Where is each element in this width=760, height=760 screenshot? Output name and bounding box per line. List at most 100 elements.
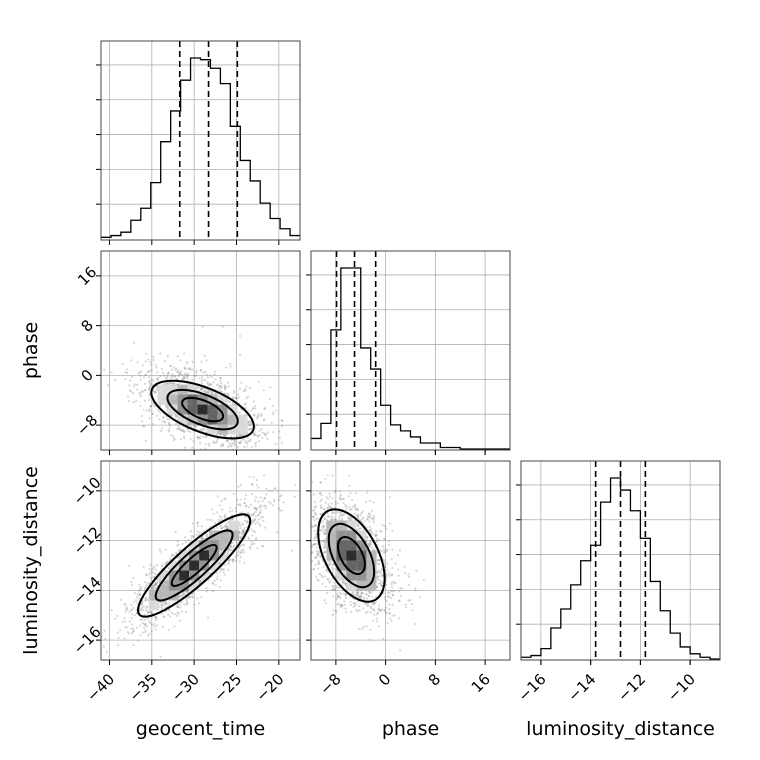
sample-point <box>148 369 152 373</box>
sample-point <box>249 427 253 430</box>
sample-point <box>219 567 222 570</box>
sample-point <box>144 596 147 600</box>
sample-point <box>244 388 247 391</box>
sample-point <box>203 354 206 357</box>
sample-point <box>232 558 235 562</box>
sample-point <box>167 423 171 426</box>
sample-point <box>328 492 331 495</box>
sample-point <box>233 391 236 395</box>
sample-point <box>331 569 335 572</box>
sample-point <box>154 583 157 586</box>
sample-point <box>153 390 156 393</box>
sample-point <box>141 600 144 603</box>
sample-point <box>202 427 205 430</box>
sample-point <box>240 440 243 443</box>
sample-point <box>311 560 314 563</box>
sample-point <box>258 511 261 514</box>
sample-point <box>371 517 374 521</box>
sample-point <box>319 504 322 507</box>
sample-point <box>360 627 364 631</box>
sample-point <box>144 373 147 376</box>
pair-content-1 <box>101 461 300 660</box>
sample-point <box>368 525 371 528</box>
sample-point <box>242 543 245 547</box>
sample-point <box>384 606 387 609</box>
sample-point <box>132 391 135 395</box>
sample-point <box>229 444 232 448</box>
sample-point <box>175 414 179 417</box>
sample-point <box>116 631 119 634</box>
sample-point <box>356 509 360 512</box>
sample-point <box>253 431 256 435</box>
sample-point <box>185 602 188 605</box>
sample-point <box>263 418 266 421</box>
sample-point <box>392 580 395 583</box>
sample-point <box>275 409 278 412</box>
sample-point <box>163 615 166 619</box>
sample-point <box>245 525 248 529</box>
sample-point <box>145 582 149 586</box>
sample-point <box>224 525 227 529</box>
sample-point <box>319 512 322 516</box>
contour-1-2 <box>170 543 218 587</box>
sample-point <box>381 544 384 548</box>
sample-point <box>323 551 326 554</box>
sample-point <box>206 391 209 394</box>
sample-point <box>213 370 217 373</box>
sample-point <box>262 504 266 508</box>
sample-point <box>141 390 144 393</box>
sample-point <box>249 513 253 516</box>
sample-point <box>239 441 242 444</box>
sample-point <box>315 555 319 558</box>
density-block <box>356 530 367 541</box>
sample-point <box>355 608 358 612</box>
sample-point <box>243 501 246 504</box>
sample-point <box>337 595 340 598</box>
sample-point <box>126 395 130 398</box>
sample-point <box>381 524 384 527</box>
hist-steps-phase <box>311 267 510 450</box>
sample-point <box>176 605 179 608</box>
sample-point <box>205 534 208 537</box>
sample-point <box>138 587 142 590</box>
sample-point <box>349 508 352 511</box>
sample-point <box>353 512 356 515</box>
sample-point <box>158 417 161 421</box>
sample-point <box>358 518 362 521</box>
sample-point <box>319 500 322 503</box>
sample-point <box>360 591 363 594</box>
sample-point <box>314 563 317 566</box>
sample-point <box>138 597 141 600</box>
sample-point <box>348 484 351 487</box>
sample-point <box>376 577 379 580</box>
density-block <box>366 580 377 591</box>
sample-point <box>219 379 222 383</box>
sample-point <box>193 603 196 606</box>
sample-point <box>388 603 391 606</box>
sample-point <box>138 391 141 394</box>
sample-point <box>354 604 357 607</box>
sample-point <box>258 523 261 526</box>
sample-point <box>281 419 284 423</box>
sample-point <box>114 378 117 382</box>
sample-point <box>347 515 350 518</box>
sample-point <box>219 445 223 448</box>
sample-point <box>369 611 372 614</box>
sample-point <box>202 371 205 374</box>
sample-point <box>202 389 205 393</box>
density-block <box>177 404 188 415</box>
sample-point <box>167 381 170 385</box>
sample-point <box>231 517 234 520</box>
sample-point <box>383 524 386 527</box>
sample-point <box>143 589 146 592</box>
sample-point <box>141 618 144 621</box>
sample-point <box>342 501 345 504</box>
sample-point <box>344 504 347 507</box>
sample-point <box>181 378 184 381</box>
sample-point <box>158 404 162 407</box>
sample-point <box>242 530 245 533</box>
sample-point <box>138 593 141 597</box>
sample-point <box>217 383 220 386</box>
density-block <box>159 590 170 601</box>
sample-point <box>153 584 156 587</box>
